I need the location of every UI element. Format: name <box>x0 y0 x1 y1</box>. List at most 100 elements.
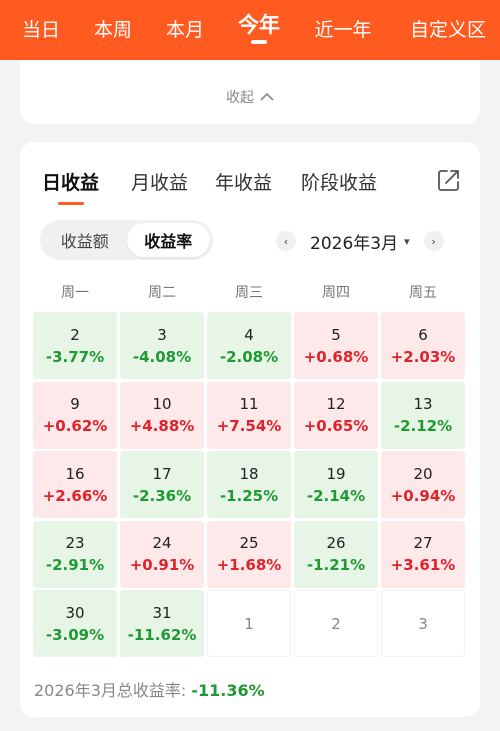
day-return-value: +2.66% <box>42 486 108 505</box>
day-number: 25 <box>239 534 259 552</box>
calendar-day-cell[interactable]: 18 -1.25% <box>207 451 291 518</box>
calendar-day-cell[interactable]: 3 -4.08% <box>120 312 204 379</box>
day-number: 1 <box>244 614 254 633</box>
tab-monthly-returns[interactable]: 月收益 <box>131 172 189 194</box>
calendar-day-cell[interactable]: 1 <box>207 590 291 657</box>
day-return-value: -2.36% <box>132 486 192 505</box>
calendar-day-cell[interactable]: 25 +1.68% <box>207 520 291 588</box>
weekday-label: 周四 <box>322 285 350 301</box>
day-return-value: -3.09% <box>45 625 105 644</box>
day-return-value: +0.65% <box>303 417 369 435</box>
collapse-button[interactable]: 收起 <box>226 87 274 107</box>
calendar-day-cell[interactable]: 3 <box>381 590 465 657</box>
day-return-value: -3.77% <box>45 347 105 366</box>
total-value: -11.36% <box>191 681 265 700</box>
calendar-day-cell[interactable]: 10 +4.88% <box>120 381 204 449</box>
day-return-value: +3.61% <box>390 556 456 574</box>
day-return-value: -1.21% <box>306 556 366 574</box>
day-number: 9 <box>70 395 80 413</box>
day-return-value: +0.68% <box>303 347 369 366</box>
calendar-day-cell[interactable]: 11 +7.54% <box>207 381 291 449</box>
tab-this-week[interactable]: 本周 <box>93 18 132 41</box>
day-return-value: +0.91% <box>129 556 195 574</box>
weekday-header: 周一 周二 周三 周四 周五 <box>33 282 466 301</box>
calendar-day-cell[interactable]: 13 -2.12% <box>381 381 465 449</box>
monthly-total: 2026年3月总收益率: -11.36% <box>34 677 265 701</box>
tab-daily-returns[interactable]: 日收益 <box>42 168 99 195</box>
day-number: 3 <box>418 614 428 633</box>
day-return-value: -2.91% <box>45 556 105 574</box>
calendar-day-cell[interactable]: 6 +2.03% <box>381 312 465 379</box>
day-number: 5 <box>331 325 341 344</box>
weekday-label: 周五 <box>409 285 437 301</box>
day-return-value: -4.08% <box>132 347 192 366</box>
tab-this-year[interactable]: 今年 <box>233 0 285 52</box>
tab-yearly-returns[interactable]: 年收益 <box>215 172 273 194</box>
chevron-up-icon <box>260 92 274 101</box>
prev-month-button[interactable]: ‹ <box>276 231 296 251</box>
calendar-day-cell[interactable]: 5 +0.68% <box>294 312 378 379</box>
day-number: 4 <box>244 325 254 344</box>
day-return-value: +1.68% <box>216 556 282 574</box>
toggle-rate[interactable]: 收益率 <box>126 223 210 257</box>
caret-down-icon[interactable]: ▾ <box>404 234 410 248</box>
calendar-day-cell[interactable]: 20 +0.94% <box>381 451 465 518</box>
calendar-day-cell[interactable]: 27 +3.61% <box>381 520 465 588</box>
tab-this-month[interactable]: 本月 <box>165 18 204 41</box>
day-number: 6 <box>418 325 428 344</box>
day-number: 16 <box>65 464 85 483</box>
day-number: 24 <box>152 534 172 552</box>
day-number: 11 <box>239 395 259 413</box>
day-return-value: +0.94% <box>390 486 456 505</box>
tab-period-returns[interactable]: 阶段收益 <box>301 172 378 194</box>
day-number: 19 <box>326 464 346 483</box>
calendar-day-cell[interactable]: 26 -1.21% <box>294 520 378 588</box>
day-number: 12 <box>326 395 346 413</box>
day-number: 26 <box>326 534 346 552</box>
day-number: 20 <box>413 464 433 483</box>
day-return-value: +0.62% <box>42 417 108 435</box>
day-number: 2 <box>331 614 341 633</box>
day-return-value: -2.08% <box>219 347 279 366</box>
calendar-day-cell[interactable]: 12 +0.65% <box>294 381 378 449</box>
day-return-value: -1.25% <box>219 486 279 505</box>
calendar-day-cell[interactable]: 9 +0.62% <box>33 381 117 449</box>
day-return-value: +2.03% <box>390 347 456 366</box>
tab-today[interactable]: 当日 <box>21 18 60 41</box>
calendar-day-cell[interactable]: 2 -3.77% <box>33 312 117 379</box>
amount-rate-toggle: 收益额 收益率 <box>40 220 213 260</box>
weekday-label: 周三 <box>235 285 263 301</box>
toggle-amount[interactable]: 收益额 <box>60 232 109 251</box>
day-number: 2 <box>70 325 80 344</box>
day-return-value: +4.88% <box>129 417 195 435</box>
day-return-value: -11.62% <box>127 625 197 644</box>
day-number: 30 <box>65 603 85 622</box>
calendar-day-cell[interactable]: 23 -2.91% <box>33 520 117 588</box>
next-month-button[interactable]: › <box>423 231 444 251</box>
returns-card: 日收益 月收益 年收益 阶段收益 收益额 收益率 ‹ 2026年3月 ▾ › 周… <box>20 142 480 717</box>
day-number: 17 <box>152 464 172 483</box>
day-number: 3 <box>157 325 167 344</box>
weekday-label: 周二 <box>148 285 176 301</box>
day-return-value: -2.14% <box>306 486 366 505</box>
month-label[interactable]: 2026年3月 <box>310 233 399 254</box>
calendar-day-cell[interactable]: 4 -2.08% <box>207 312 291 379</box>
top-tab-bar: 当日 本周 本月 今年 近一年 自定义区 <box>0 0 500 60</box>
tab-custom-range[interactable]: 自定义区 <box>410 18 487 41</box>
collapse-label: 收起 <box>226 90 254 106</box>
calendar-day-cell[interactable]: 24 +0.91% <box>120 520 204 588</box>
calendar-day-cell[interactable]: 31 -11.62% <box>120 590 204 657</box>
tab-last-year[interactable]: 近一年 <box>314 18 372 41</box>
day-return-value: -2.12% <box>393 417 453 435</box>
weekday-label: 周一 <box>61 285 89 301</box>
calendar-day-cell[interactable]: 30 -3.09% <box>33 590 117 657</box>
calendar-day-cell[interactable]: 19 -2.14% <box>294 451 378 518</box>
day-number: 31 <box>152 603 172 622</box>
total-label: 2026年3月总收益率: <box>34 681 187 700</box>
day-number: 10 <box>152 395 172 413</box>
month-selector: ‹ 2026年3月 ▾ › <box>276 228 444 254</box>
calendar-day-cell[interactable]: 17 -2.36% <box>120 451 204 518</box>
calendar-day-cell[interactable]: 2 <box>294 590 378 657</box>
calendar-day-cell[interactable]: 16 +2.66% <box>33 451 117 518</box>
share-icon[interactable] <box>436 167 462 193</box>
